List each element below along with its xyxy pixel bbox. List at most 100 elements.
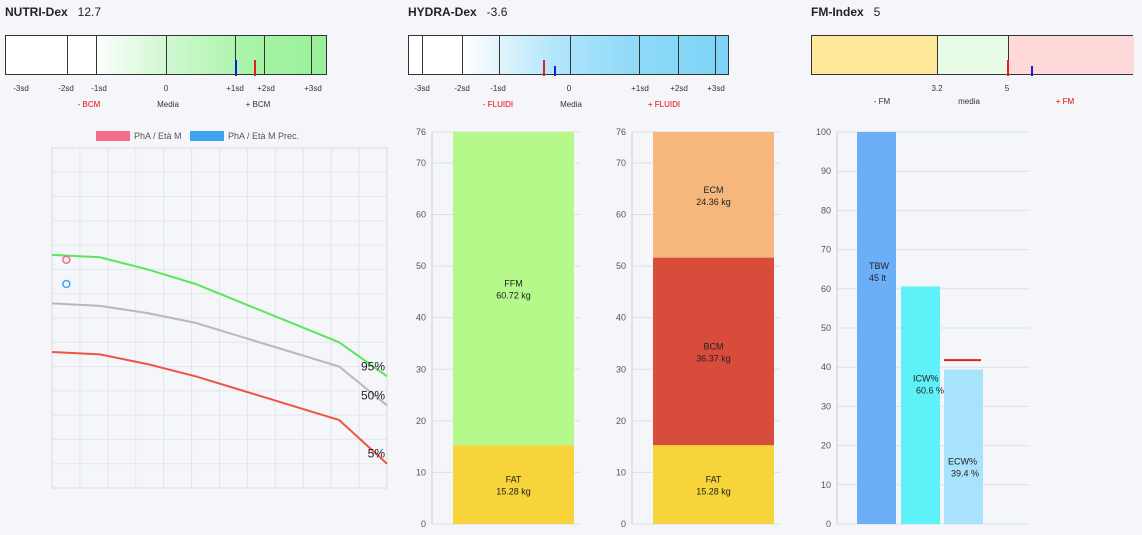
nutri-tick-label: +1sd [226,84,244,93]
ffm-fat-ffm-value: 60.72 kg [496,291,531,301]
series-label: 5% [368,447,386,461]
hydra-sub-left: - FLUIDI [482,100,514,109]
fm-high-zone [1008,36,1134,74]
hydra-tick-label: -1sd [490,84,506,93]
y-tick-label: 30 [616,364,626,374]
y-tick-label: 20 [416,416,426,426]
y-tick-label: 10 [416,467,426,477]
ecm-bcm-fat-fat-segment [653,445,774,524]
hydra-tick-label: -2sd [454,84,470,93]
hydra-tick-label: +3sd [707,84,725,93]
fm-sub-left: - FM [873,97,891,106]
plot-area-border [51,147,388,489]
ecm-bcm-fat-ecm-value: 24.36 kg [696,197,731,207]
nutri-tick-label: +3sd [304,84,322,93]
ecm-bcm-fat-bcm-segment [653,257,774,446]
hydra-tick-label: +2sd [670,84,688,93]
y-tick-label: 50 [416,261,426,271]
y-tick-label: 40 [616,313,626,323]
fm-red-marker [1007,60,1009,76]
nutri-tick-label: 0 [163,84,169,93]
nutri-tick-line [67,36,68,74]
series-label: 50% [361,388,385,402]
fm-index-title: FM-Index [811,5,864,19]
y-tick-label: 40 [416,313,426,323]
ffm-fat-fat-segment [453,445,574,524]
pha-line-chart: PhA / Età M PhA / Età M Prec. 95% 50% 5% [51,131,388,489]
hydra-dex-value: -3.6 [486,5,508,19]
nutri-tick-label: -3sd [13,84,29,93]
nutri-tick-label: +2sd [257,84,275,93]
y-tick-label: 76 [416,127,426,137]
y-tick-label: 70 [416,158,426,168]
hydra-sub-mid: Media [560,100,582,109]
fm-index-header: FM-Index 5 [811,5,880,19]
y-tick-label: 50 [821,323,831,333]
y-tick-label: 10 [821,480,831,490]
icw-bar-name: ICW% [913,373,939,383]
legend-swatch-pha [96,131,130,141]
tbw-bar-name: TBW [869,261,890,271]
ecm-bcm-fat-stacked-bar: 0 10 20 30 40 50 60 70 76 FAT 15.28 kg BCM 36.37 kg E… [616,127,780,529]
hydra-sub-right: + FLUIDI [647,100,681,109]
y-tick-label: 76 [616,127,626,137]
ffm-fat-ffm-segment [453,132,574,446]
series-line-5 [51,351,388,465]
hydra-tick-label: -3sd [414,84,430,93]
nutri-tick-label: -1sd [91,84,107,93]
hydra-tick-label: +1sd [631,84,649,93]
y-tick-label: 30 [821,401,831,411]
nutri-sub-left: - BCM [77,100,101,109]
hydra-tick-line [422,36,423,74]
y-tick-label: 30 [416,364,426,374]
nutri-red-marker [254,60,256,76]
hydra-dex-title: HYDRA-Dex [408,5,477,19]
ecw-bar-value: 39.4 % [951,469,979,479]
water-bar-chart: 0 10 20 30 40 50 60 70 80 90 100 TBW 45 lt ICW% 60.6 %… [816,127,1030,529]
ecw-bar-name: ECW% [948,457,977,467]
y-tick-label: 70 [821,245,831,255]
y-tick-label: 0 [421,519,426,529]
y-tick-label: 20 [821,441,831,451]
ecw-bar [944,369,983,524]
nutri-sub-right: + BCM [245,100,271,109]
nutri-sub-mid: Media [157,100,179,109]
nutri-dex-scale [5,35,327,76]
hydra-blue-marker [554,66,556,76]
nutri-tick-label: -2sd [58,84,74,93]
fm-sub-mid: media [958,97,980,106]
y-tick-label: 60 [416,210,426,220]
ecm-bcm-fat-bcm-value: 36.37 kg [696,353,731,363]
y-tick-label: 70 [616,158,626,168]
nutri-dex-title: NUTRI-Dex [5,5,68,19]
y-tick-label: 0 [621,519,626,529]
ecm-bcm-fat-ecm-segment [653,131,774,258]
y-tick-label: 100 [816,127,831,137]
hydra-dex-scale [408,35,729,76]
fm-tick-line [937,36,938,74]
fm-tick-label: 3.2 [931,84,943,93]
nutri-tick-line [235,36,236,74]
series-line-95 [51,253,388,378]
y-tick-label: 60 [616,210,626,220]
tbw-bar-value: 45 lt [869,273,887,283]
fm-blue-marker [1031,66,1033,76]
hydra-tick-line [499,36,500,74]
hydra-tick-line [678,36,679,74]
ffm-fat-fat-name: FAT [506,475,522,485]
series-line-50 [51,302,388,407]
fm-index-value: 5 [873,5,881,19]
fm-tick-line [1008,36,1009,74]
hydra-tick-label: 0 [566,84,572,93]
ecm-bcm-fat-ecm-name: ECM [704,185,724,195]
fm-low-zone [812,36,937,74]
nutri-tick-line [96,36,97,74]
ffm-fat-stacked-bar: 0 10 20 30 40 50 60 70 76 FAT 15.28 kg FFM 60.72 kg [416,127,580,529]
hydra-tick-line [639,36,640,74]
y-tick-label: 50 [616,261,626,271]
nutri-tick-line [311,36,312,74]
icw-bar [901,286,940,524]
fm-tick-label: 5 [1004,84,1010,93]
y-tick-label: 40 [821,362,831,372]
nutri-tick-line [264,36,265,74]
